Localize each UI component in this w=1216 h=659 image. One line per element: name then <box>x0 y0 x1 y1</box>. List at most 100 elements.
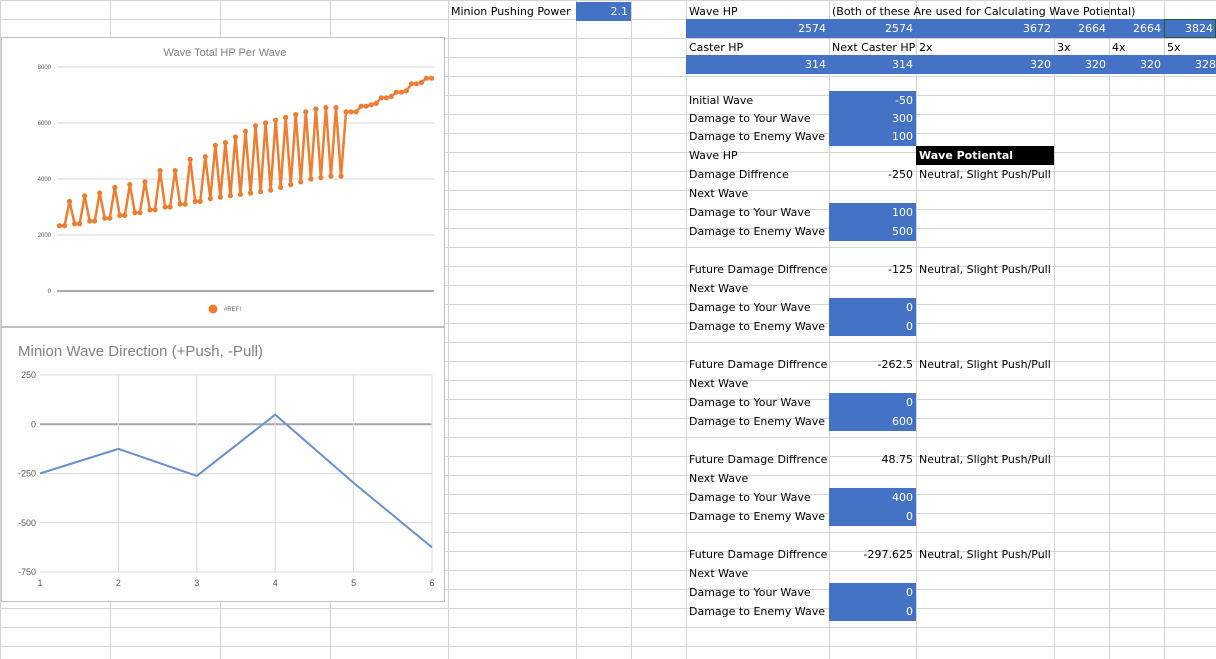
cell-initial-wave-value[interactable]: -50 <box>829 91 916 110</box>
cell-future-diff-label-2[interactable]: Future Damage Diffrence <box>689 358 828 371</box>
cell-dmg-enemy-label-1[interactable]: Damage to Enemy Wave <box>689 225 826 238</box>
cell-dmg-your-label-4[interactable]: Damage to Your Wave <box>689 491 811 504</box>
data-point <box>162 204 168 210</box>
cell-dmg-your-value-1[interactable]: 100 <box>829 203 916 222</box>
cell-dmg-enemy-value-3[interactable]: 600 <box>829 412 916 431</box>
cell-future-diff-status-1[interactable]: Neutral, Slight Push/Pull <box>919 263 1051 276</box>
cell-wave-hp-note[interactable]: (Both of these Are used for Calculating … <box>832 5 1136 18</box>
cell-damage-diff-label[interactable]: Damage Diffrence <box>689 168 789 181</box>
cell-dmg-enemy-value-0[interactable]: 100 <box>829 127 916 146</box>
cell-wave-hp-2[interactable]: 2574 <box>829 19 916 38</box>
cell-future-diff-label-4[interactable]: Future Damage Diffrence <box>689 548 828 561</box>
cell-dmg-your-label-1[interactable]: Damage to Your Wave <box>689 206 811 219</box>
cell-dmg-your-value-0[interactable]: 300 <box>829 109 916 128</box>
cell-future-diff-status-4[interactable]: Neutral, Slight Push/Pull <box>919 548 1051 561</box>
cell-wave-hp-4[interactable]: 2664 <box>1054 19 1109 38</box>
cell-future-diff-value-3[interactable]: 48.75 <box>881 453 914 466</box>
cell-future-diff-value-1[interactable]: -125 <box>888 263 913 276</box>
y-tick-label: 6000 <box>38 121 52 127</box>
cell-damage-diff-value[interactable]: -250 <box>888 168 913 181</box>
cell-wave-hp-6-selected[interactable]: 3824 <box>1164 19 1216 38</box>
data-point <box>77 221 83 227</box>
chart-minion-wave-direction[interactable]: Minion Wave Direction (+Push, -Pull) 250… <box>1 327 445 602</box>
data-point <box>247 190 254 196</box>
cell-dmg-your-label-0[interactable]: Damage to Your Wave <box>689 112 811 125</box>
data-point <box>343 109 349 115</box>
y-tick-label: -250 <box>18 469 36 479</box>
cell-dmg-your-value-2[interactable]: 0 <box>829 298 916 317</box>
cell-future-diff-label-1[interactable]: Future Damage Diffrence <box>689 263 828 276</box>
cell-next-wave-label-4[interactable]: Next Wave <box>689 472 749 485</box>
cell-initial-wave-label[interactable]: Initial Wave <box>689 94 754 107</box>
cell-dmg-enemy-label-3[interactable]: Damage to Enemy Wave <box>689 415 826 428</box>
data-point <box>202 154 208 160</box>
cell-caster-hp-3[interactable]: 320 <box>916 55 1054 74</box>
cell-caster-hp-4[interactable]: 320 <box>1054 55 1109 74</box>
cell-next-wave-label-1[interactable]: Next Wave <box>689 187 749 200</box>
cell-dmg-your-label-2[interactable]: Damage to Your Wave <box>689 301 811 314</box>
data-point <box>167 204 173 210</box>
cell-dmg-enemy-label-2[interactable]: Damage to Enemy Wave <box>689 320 826 333</box>
data-point <box>66 198 73 204</box>
cell-dmg-enemy-value-1[interactable]: 500 <box>829 222 916 241</box>
cell-wave-hp-label[interactable]: Wave HP <box>689 5 738 18</box>
cell-future-diff-label-3[interactable]: Future Damage Diffrence <box>689 453 828 466</box>
data-point <box>147 207 153 213</box>
data-point <box>368 102 374 108</box>
cell-dmg-enemy-value-2[interactable]: 0 <box>829 317 916 336</box>
data-point <box>197 198 203 204</box>
data-point <box>263 120 269 126</box>
cell-caster-hp-2[interactable]: 314 <box>829 55 916 74</box>
cell-dmg-enemy-label-5[interactable]: Damage to Enemy Wave <box>689 605 826 618</box>
data-point <box>107 215 113 221</box>
cell-next-caster-hp-label[interactable]: Next Caster HP <box>832 41 916 54</box>
cell-mult-3x[interactable]: 3x <box>1057 41 1071 54</box>
cell-future-diff-value-4[interactable]: -297.625 <box>863 548 913 561</box>
cell-minion-pushing-power-label[interactable]: Minion Pushing Power <box>451 5 571 18</box>
data-point <box>318 175 324 181</box>
cell-wave-hp-1[interactable]: 2574 <box>686 19 829 38</box>
cell-mult-5x[interactable]: 5x <box>1167 41 1181 54</box>
cell-dmg-your-label-5[interactable]: Damage to Your Wave <box>689 586 811 599</box>
cell-mult-4x[interactable]: 4x <box>1112 41 1126 54</box>
cell-caster-hp-label[interactable]: Caster HP <box>689 41 744 54</box>
cell-next-wave-label-2[interactable]: Next Wave <box>689 282 749 295</box>
cell-dmg-enemy-label-0[interactable]: Damage to Enemy Wave <box>689 130 826 143</box>
data-point <box>383 95 389 101</box>
cell-next-wave-label-5[interactable]: Next Wave <box>689 567 749 580</box>
cell-caster-hp-1[interactable]: 314 <box>686 55 829 74</box>
cell-wave-hp-3[interactable]: 3672 <box>916 19 1054 38</box>
cell-caster-hp-6[interactable]: 328 <box>1164 55 1216 74</box>
cell-next-wave-label-3[interactable]: Next Wave <box>689 377 749 390</box>
cell-dmg-your-value-4[interactable]: 400 <box>829 488 916 507</box>
cell-caster-hp-5[interactable]: 320 <box>1109 55 1164 74</box>
data-point <box>378 95 384 101</box>
cell-future-diff-status-2[interactable]: Neutral, Slight Push/Pull <box>919 358 1051 371</box>
cell-wave-potential-header[interactable]: Wave Potiental <box>916 146 1054 165</box>
data-point <box>333 105 339 111</box>
data-point <box>212 142 218 148</box>
cell-wave-hp-5[interactable]: 2664 <box>1109 19 1164 38</box>
data-point <box>177 201 183 207</box>
cell-dmg-your-value-5[interactable]: 0 <box>829 583 916 602</box>
cell-future-diff-value-2[interactable]: -262.5 <box>877 358 913 371</box>
cell-mult-2x[interactable]: 2x <box>919 41 933 54</box>
cell-dmg-your-label-3[interactable]: Damage to Your Wave <box>689 396 811 409</box>
data-point <box>142 179 148 185</box>
cell-wave-hp-label-2[interactable]: Wave HP <box>689 149 738 162</box>
data-point <box>423 75 430 81</box>
cell-minion-pushing-power-value[interactable]: 2.1 <box>576 2 631 21</box>
cell-dmg-enemy-value-5[interactable]: 0 <box>829 602 916 621</box>
data-point <box>293 112 299 118</box>
cell-dmg-enemy-label-4[interactable]: Damage to Enemy Wave <box>689 510 826 523</box>
cell-dmg-your-value-3[interactable]: 0 <box>829 393 916 412</box>
cell-damage-diff-status[interactable]: Neutral, Slight Push/Pull <box>919 168 1051 181</box>
chart-wave-total-hp[interactable]: Wave Total HP Per Wave 8000 6000 4000 2000 0… <box>1 37 445 327</box>
y-tick-label: 4000 <box>38 177 52 183</box>
y-tick-label: 250 <box>21 370 36 380</box>
data-point <box>222 140 228 146</box>
data-point <box>207 196 213 202</box>
cell-dmg-enemy-value-4[interactable]: 0 <box>829 507 916 526</box>
cell-future-diff-status-3[interactable]: Neutral, Slight Push/Pull <box>919 453 1051 466</box>
